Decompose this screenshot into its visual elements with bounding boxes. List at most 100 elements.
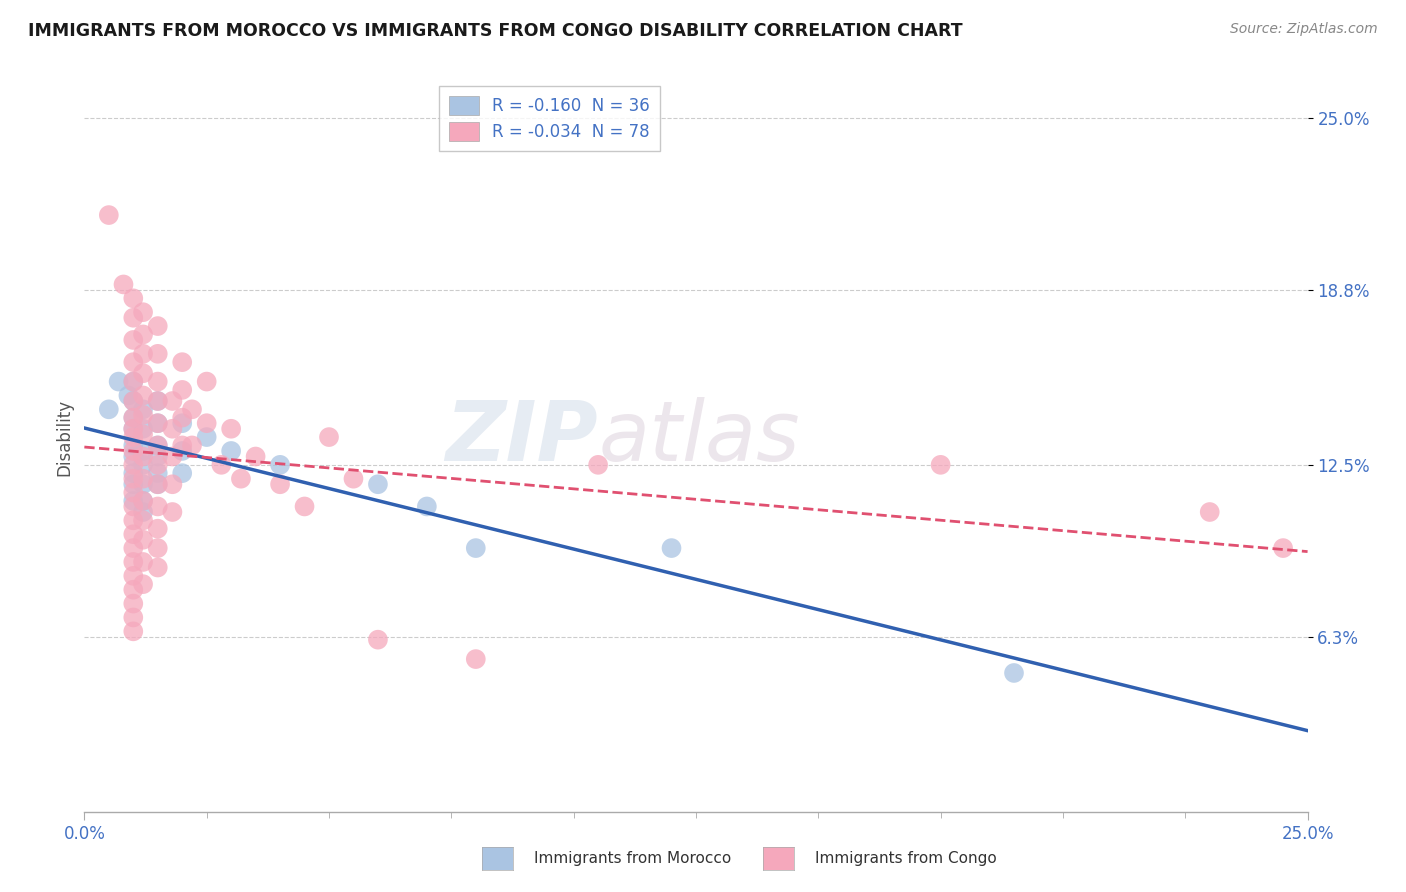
Point: [318, 430, 340, 444]
Point: [132, 505, 155, 519]
Point: [122, 394, 145, 409]
Point: [122, 597, 145, 611]
Point: [1198, 505, 1220, 519]
Point: [132, 427, 155, 442]
Point: [122, 375, 145, 389]
Point: [122, 333, 145, 347]
Point: [122, 527, 145, 541]
Point: [122, 555, 145, 569]
Point: [269, 477, 291, 491]
Point: [122, 422, 145, 436]
Point: [132, 402, 155, 417]
Point: [172, 444, 194, 458]
Point: [146, 477, 169, 491]
Point: [122, 410, 145, 425]
Point: [195, 430, 218, 444]
Point: [122, 485, 145, 500]
Point: [122, 291, 145, 305]
Point: [162, 450, 184, 464]
Point: [181, 402, 204, 417]
Point: [146, 319, 169, 334]
Text: Source: ZipAtlas.com: Source: ZipAtlas.com: [1230, 22, 1378, 37]
Point: [162, 477, 184, 491]
Point: [162, 505, 184, 519]
Point: [146, 394, 169, 409]
Point: [162, 394, 184, 409]
Legend: R = -0.160  N = 36, R = -0.034  N = 78: R = -0.160 N = 36, R = -0.034 N = 78: [439, 86, 659, 151]
Point: [122, 375, 145, 389]
Point: [132, 533, 155, 547]
Point: [929, 458, 952, 472]
Point: [122, 458, 145, 472]
Point: [122, 410, 145, 425]
Point: [122, 582, 145, 597]
Point: [146, 416, 169, 430]
Point: [132, 477, 155, 491]
Point: [172, 466, 194, 480]
Point: [146, 477, 169, 491]
Point: [122, 541, 145, 555]
Point: [132, 555, 155, 569]
Point: [146, 416, 169, 430]
Point: [172, 438, 194, 452]
Point: [269, 458, 291, 472]
Text: Immigrants from Congo: Immigrants from Congo: [815, 851, 997, 865]
Point: [342, 472, 364, 486]
Point: [181, 438, 204, 452]
Point: [122, 438, 145, 452]
Point: [195, 416, 218, 430]
Point: [132, 305, 155, 319]
Point: [132, 366, 155, 380]
Point: [122, 610, 145, 624]
Point: [367, 632, 389, 647]
Point: [132, 422, 155, 436]
Point: [219, 444, 242, 458]
Point: [146, 458, 169, 472]
Point: [117, 388, 139, 402]
Point: [195, 375, 218, 389]
Point: [1272, 541, 1295, 555]
Point: [132, 513, 155, 527]
Point: [294, 500, 316, 514]
Point: [122, 394, 145, 409]
Point: [132, 347, 155, 361]
Text: Immigrants from Morocco: Immigrants from Morocco: [534, 851, 731, 865]
Point: [661, 541, 683, 555]
Point: [172, 416, 194, 430]
Point: [416, 500, 439, 514]
Point: [122, 450, 145, 464]
Point: [122, 310, 145, 325]
Point: [209, 458, 232, 472]
Point: [132, 327, 155, 342]
Point: [229, 472, 252, 486]
Point: [146, 466, 169, 480]
Point: [132, 494, 155, 508]
Point: [122, 444, 145, 458]
Point: [122, 466, 145, 480]
Point: [132, 472, 155, 486]
Point: [146, 394, 169, 409]
Point: [132, 408, 155, 422]
Point: [464, 652, 486, 666]
Point: [132, 444, 155, 458]
Point: [367, 477, 389, 491]
Point: [122, 422, 145, 436]
Point: [132, 388, 155, 402]
Point: [122, 472, 145, 486]
Point: [107, 375, 129, 389]
Point: [146, 375, 169, 389]
Point: [122, 500, 145, 514]
Point: [122, 430, 145, 444]
Point: [219, 422, 242, 436]
Point: [122, 494, 145, 508]
Point: [122, 355, 145, 369]
Point: [146, 541, 169, 555]
Text: atlas: atlas: [598, 397, 800, 477]
Point: [172, 383, 194, 397]
Point: [146, 450, 169, 464]
Point: [245, 450, 267, 464]
Point: [146, 522, 169, 536]
Point: [1002, 665, 1025, 680]
Text: ZIP: ZIP: [446, 397, 598, 477]
Point: [132, 458, 155, 472]
